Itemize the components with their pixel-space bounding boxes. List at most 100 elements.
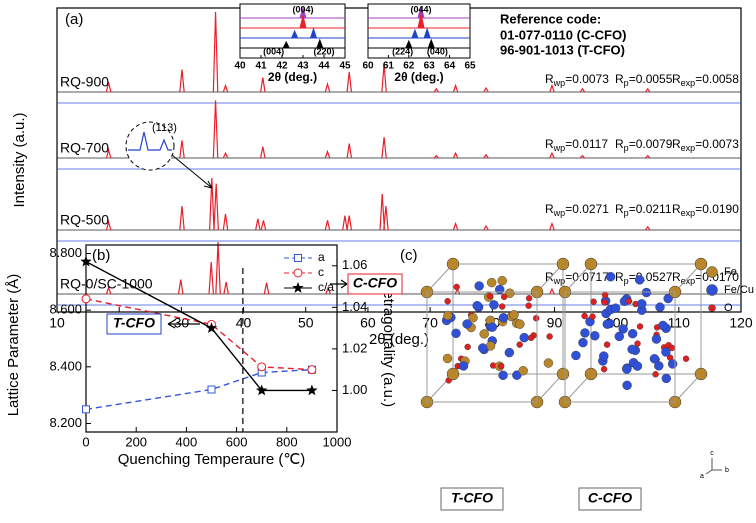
stat-value: =0.0055 — [629, 72, 673, 86]
stat-symbol: R — [615, 202, 624, 216]
atom — [472, 300, 482, 311]
legend-label: O — [724, 302, 733, 314]
atom — [495, 284, 505, 295]
atom — [443, 310, 453, 321]
panel-label: (b) — [92, 247, 110, 264]
inset-peak — [316, 38, 324, 49]
x-tick-label: 400 — [176, 434, 198, 449]
atom — [516, 341, 523, 348]
peak-label: (220) — [313, 46, 334, 56]
fit-statistic: Rexp=0.0190 — [672, 202, 739, 218]
stat-subscript: wp — [553, 78, 566, 88]
data-marker — [257, 362, 267, 372]
atom — [603, 341, 611, 348]
panel-label: (a) — [65, 11, 83, 28]
atom — [694, 257, 708, 271]
zoom-arrow — [171, 154, 213, 189]
x-axis-title: 2θ (deg.) — [369, 331, 429, 348]
stat-value: =0.0073 — [565, 72, 609, 86]
inset-x-tick-label: 45 — [339, 61, 351, 72]
diffraction-peak — [452, 151, 459, 159]
diffraction-peak — [105, 285, 112, 295]
atom — [658, 320, 668, 331]
arrow — [330, 279, 348, 289]
atom — [543, 358, 554, 368]
cell-edge — [564, 373, 592, 403]
atom — [498, 370, 508, 381]
data-marker — [294, 254, 302, 262]
stat-value: =0.0271 — [565, 202, 609, 216]
pattern-label: RQ-700 — [60, 140, 109, 156]
y2-tick-label: 1.02 — [342, 340, 367, 355]
diffraction-peak — [260, 146, 266, 159]
legend-atom — [708, 304, 716, 312]
inset-peak — [291, 29, 299, 39]
atom — [446, 257, 460, 271]
crystal-structure — [558, 257, 708, 409]
atom — [571, 350, 581, 361]
inset-x-tick-label: 62 — [403, 61, 415, 72]
panel-label: (c) — [400, 247, 418, 264]
structure-label-box — [578, 487, 642, 511]
legend-label: c — [318, 265, 324, 279]
reference-entry: 96-901-1013 (T-CFO) — [500, 42, 625, 57]
structure-label: T-CFO — [451, 490, 493, 506]
atom — [602, 319, 612, 329]
atom — [589, 313, 596, 320]
stat-subscript: p — [624, 143, 629, 153]
data-marker — [81, 294, 91, 304]
atom — [532, 315, 540, 322]
stat-subscript: wp — [553, 276, 566, 286]
x-tick-label: 600 — [226, 434, 248, 449]
atom — [654, 361, 664, 371]
diffraction-peak — [222, 213, 229, 231]
atom — [618, 324, 628, 334]
x-tick-label: 70 — [422, 315, 438, 331]
stat-symbol: R — [672, 72, 681, 86]
inset-x-tick-label: 60 — [362, 61, 374, 72]
atom — [468, 313, 478, 323]
atom — [500, 293, 508, 301]
atom — [682, 355, 690, 362]
atom — [458, 361, 469, 371]
stat-symbol: R — [672, 137, 681, 151]
cell-edge — [674, 263, 702, 293]
stat-value: =0.0170 — [695, 270, 739, 284]
inset-peak — [411, 28, 419, 39]
series-line — [85, 298, 312, 371]
inset-x-tick-label: 44 — [318, 61, 330, 72]
stat-symbol: R — [545, 270, 554, 284]
inset-peak — [417, 13, 425, 29]
diffraction-peak — [324, 149, 331, 159]
x-tick-label: 40 — [236, 315, 252, 331]
cell-edge — [674, 373, 702, 403]
diffraction-peak — [483, 224, 489, 231]
atom — [479, 329, 489, 339]
crystal-structure — [420, 257, 570, 409]
inset-peak — [405, 39, 413, 49]
data-marker — [307, 365, 317, 375]
atom — [663, 293, 673, 304]
atom — [546, 333, 553, 340]
x-tick-label: 60 — [360, 315, 376, 331]
cell-edge — [536, 373, 564, 403]
y2-tick-label: 1.04 — [342, 299, 367, 314]
atom — [622, 364, 632, 374]
atom — [515, 319, 525, 329]
zoom-curve — [128, 131, 172, 151]
atom — [556, 257, 570, 271]
stat-value: =0.0527 — [629, 270, 673, 284]
stat-value: =0.0717 — [565, 270, 609, 284]
atom — [627, 344, 637, 355]
atom — [519, 332, 529, 343]
diffraction-peak — [212, 100, 219, 159]
atom — [489, 300, 499, 310]
stat-value: =0.0058 — [695, 72, 739, 86]
diffraction-peak — [324, 81, 331, 93]
diffraction-peak — [483, 153, 489, 159]
peak-label: (040) — [427, 46, 448, 56]
atom — [625, 297, 633, 305]
atom — [627, 328, 638, 339]
atom — [661, 347, 671, 357]
